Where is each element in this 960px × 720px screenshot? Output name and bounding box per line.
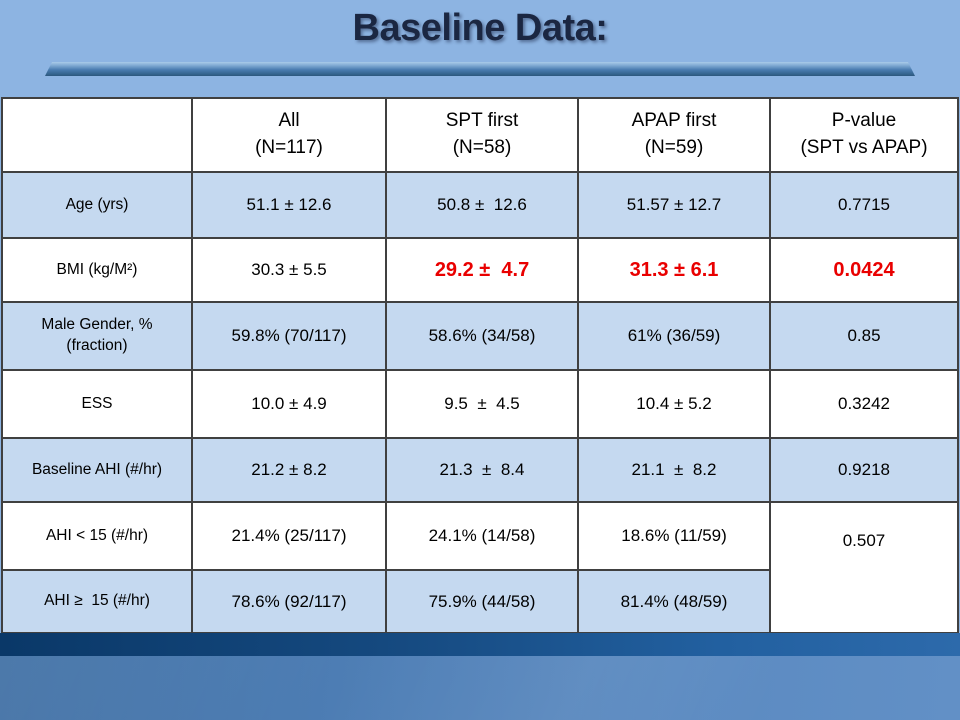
cell-all: 10.0 ± 4.9 [191,369,387,439]
row-label: ESS [1,369,193,439]
cell-all: 51.1 ± 12.6 [191,171,387,239]
header-empty-cell [1,97,193,173]
cell-spt: 58.6% (34/58) [385,301,579,371]
table-row-ahi-ge-15: AHI ≥ 15 (#/hr) 78.6% (92/117) 75.9% (44… [1,569,958,634]
cell-apap: 81.4% (48/59) [577,569,771,634]
table-row-bmi: BMI (kg/M²) 30.3 ± 5.5 29.2 ± 4.7 31.3 ±… [1,237,959,303]
table-row-ess: ESS 10.0 ± 4.9 9.5 ± 4.5 10.4 ± 5.2 0.32… [1,369,959,439]
row-label: Baseline AHI (#/hr) [1,437,193,503]
title-divider-bar [45,62,915,76]
cell-apap: 51.57 ± 12.7 [577,171,771,239]
cell-p-value-highlighted: 0.0424 [769,237,959,303]
table-row-ahi-lt-15: AHI < 15 (#/hr) 21.4% (25/117) 24.1% (14… [1,501,959,634]
table-header-row: All (N=117) SPT first (N=58) APAP first … [1,97,959,173]
cell-all: 30.3 ± 5.5 [191,237,387,303]
header-col-spt-first: SPT first (N=58) [385,97,579,173]
cell-spt-highlighted: 29.2 ± 4.7 [385,237,579,303]
cell-all: 21.4% (25/117) [191,501,387,571]
cell-spt: 50.8 ± 12.6 [385,171,579,239]
bottom-band-dark [0,633,960,656]
cell-spt: 24.1% (14/58) [385,501,579,571]
baseline-data-table: All (N=117) SPT first (N=58) APAP first … [1,97,959,634]
table-row-age: Age (yrs) 51.1 ± 12.6 50.8 ± 12.6 51.57 … [1,171,959,239]
row-label: Age (yrs) [1,171,193,239]
header-col-all: All (N=117) [191,97,387,173]
cell-apap: 21.1 ± 8.2 [577,437,771,503]
table-row-male-gender: Male Gender, % (fraction) 59.8% (70/117)… [1,301,959,371]
cell-spt: 75.9% (44/58) [385,569,579,634]
cell-apap: 10.4 ± 5.2 [577,369,771,439]
cell-apap: 61% (36/59) [577,301,771,371]
row-label: BMI (kg/M²) [1,237,193,303]
cell-p-value: 0.85 [769,301,959,371]
cell-all: 21.2 ± 8.2 [191,437,387,503]
bottom-band-light [0,656,960,720]
table-row-baseline-ahi: Baseline AHI (#/hr) 21.2 ± 8.2 21.3 ± 8.… [1,437,959,503]
cell-spt: 9.5 ± 4.5 [385,369,579,439]
row-label: AHI < 15 (#/hr) [1,501,193,571]
row-label: AHI ≥ 15 (#/hr) [1,569,193,634]
cell-p-value: 0.3242 [769,369,959,439]
cell-apap-highlighted: 31.3 ± 6.1 [577,237,771,303]
cell-all: 59.8% (70/117) [191,301,387,371]
header-col-apap-first: APAP first (N=59) [577,97,771,173]
cell-spt: 21.3 ± 8.4 [385,437,579,503]
row-label: Male Gender, % (fraction) [1,301,193,371]
cell-all: 78.6% (92/117) [191,569,387,634]
page-title: Baseline Data: [352,7,608,49]
header-col-p-value: P-value (SPT vs APAP) [769,97,959,173]
cell-apap: 18.6% (11/59) [577,501,771,571]
cell-p-value-merged: 0.507 [769,501,959,634]
cell-p-value: 0.9218 [769,437,959,503]
cell-p-value: 0.7715 [769,171,959,239]
